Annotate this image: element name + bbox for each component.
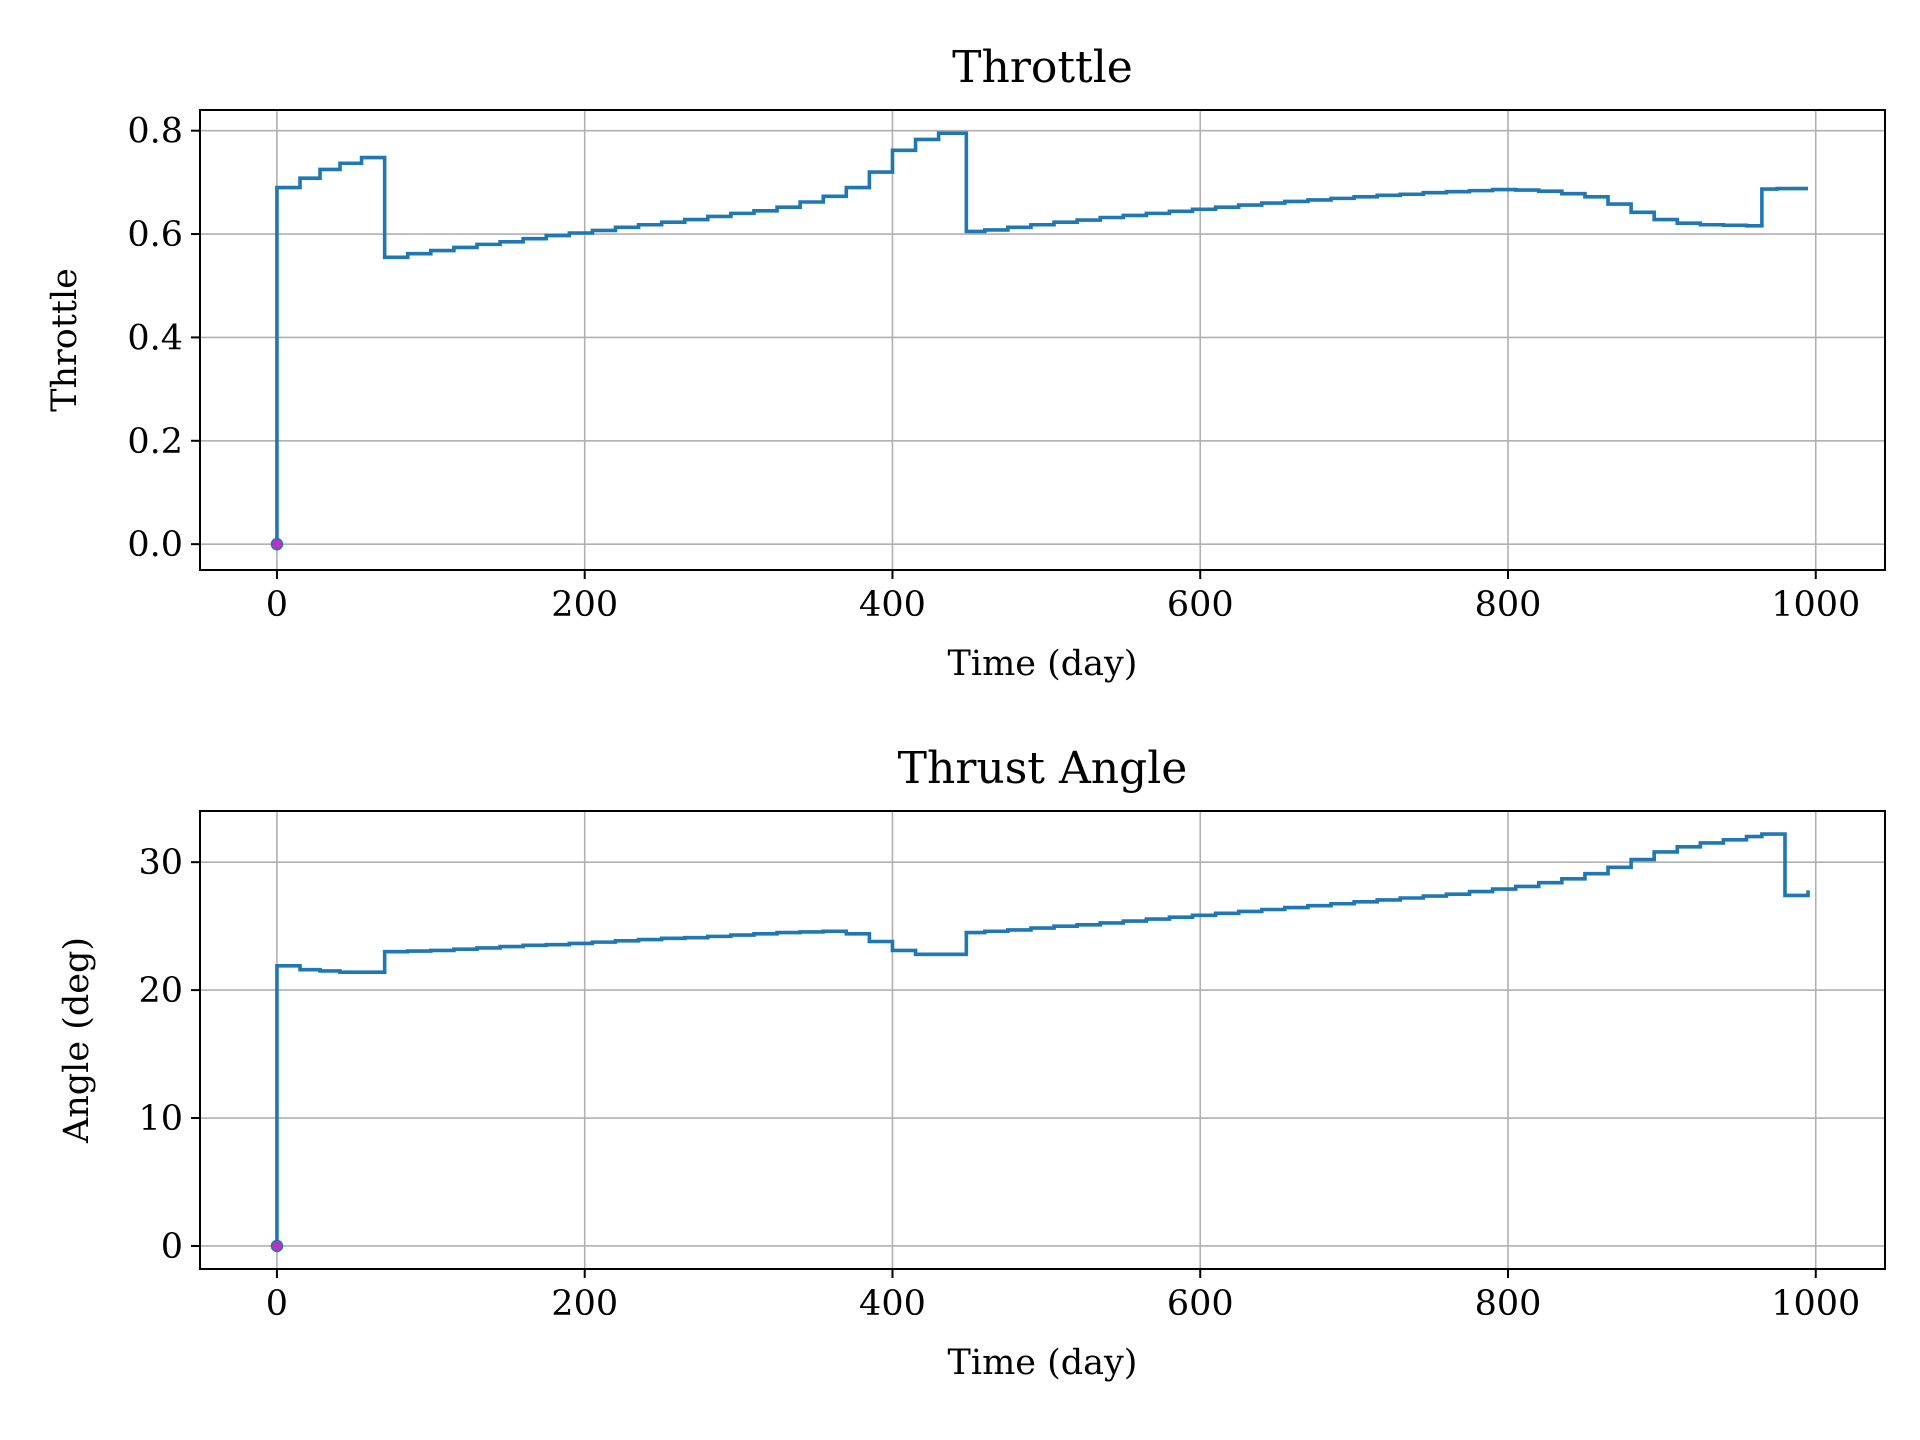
x-tick-label: 200 <box>551 585 618 625</box>
y-tick-label: 0.8 <box>127 112 183 152</box>
start-point-marker <box>270 537 284 551</box>
x-axis-label: Time (day) <box>948 644 1138 684</box>
x-tick-label: 600 <box>1167 1284 1234 1324</box>
x-axis-label: Time (day) <box>948 1343 1138 1383</box>
y-tick-label: 0.0 <box>127 525 183 565</box>
y-tick-label: 10 <box>138 1099 183 1139</box>
throttle-panel: 0 200 400 600 800 1000 0.0 0.2 0.4 0.6 0.8 Throttle… <box>45 42 1886 684</box>
series-line <box>275 131 1809 545</box>
x-tick-label: 800 <box>1475 585 1542 625</box>
thrust-angle-panel: 0 200 400 600 800 1000 0 10 20 30 Thrust Angle Time… <box>57 743 1886 1383</box>
x-tick-label: 600 <box>1167 585 1234 625</box>
y-tick-label: 0.2 <box>127 422 183 462</box>
x-tick-label: 0 <box>266 1284 288 1324</box>
x-tick-label: 800 <box>1475 1284 1542 1324</box>
y-tick-label: 30 <box>138 843 183 883</box>
chart-title: Thrust Angle <box>898 743 1188 794</box>
y-axis-label: Angle (deg) <box>57 937 97 1144</box>
axes-frame <box>199 109 1886 571</box>
series-line <box>275 832 1810 1246</box>
axes-frame <box>199 810 1886 1270</box>
x-tick-label: 400 <box>859 1284 926 1324</box>
y-tick-label: 0 <box>161 1227 183 1267</box>
x-tick-label: 1000 <box>1771 585 1860 625</box>
y-tick-label: 0.4 <box>127 318 183 358</box>
y-tick-label: 0.6 <box>127 215 183 255</box>
x-tick-label: 200 <box>551 1284 618 1324</box>
x-tick-label: 0 <box>266 585 288 625</box>
start-point-marker <box>270 1239 284 1253</box>
y-axis-label: Throttle <box>45 268 85 412</box>
y-tick-label: 20 <box>138 971 183 1011</box>
x-tick-label: 1000 <box>1771 1284 1860 1324</box>
chart-title: Throttle <box>952 42 1133 93</box>
x-tick-label: 400 <box>859 585 926 625</box>
